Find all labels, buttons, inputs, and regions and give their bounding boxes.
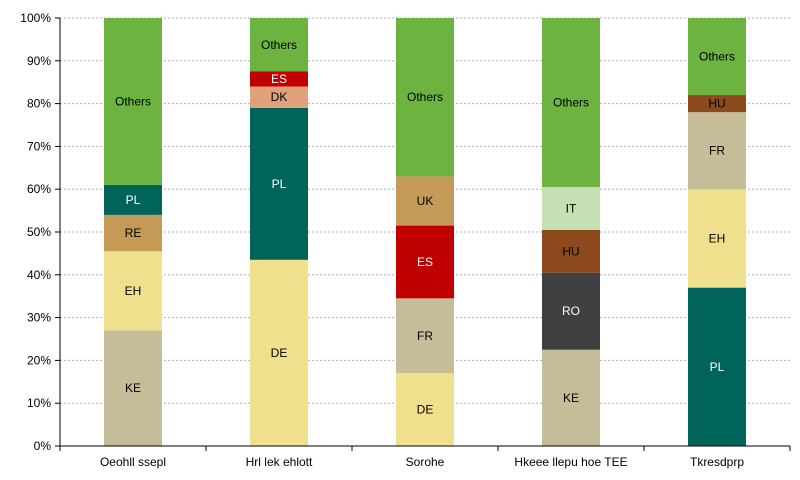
segment-label: Others — [261, 38, 297, 52]
y-tick-label: 50% — [27, 225, 51, 239]
segment-label: Others — [699, 50, 735, 64]
segment-label: PL — [126, 193, 141, 207]
segment-label: Others — [407, 90, 443, 104]
segment-label: RO — [562, 304, 580, 318]
x-category-label: Hkeee llepu hoe TEE — [514, 455, 627, 469]
segment-label: ES — [271, 72, 287, 86]
bar-segment — [104, 184, 162, 215]
bar-segment — [396, 298, 454, 374]
bar-segment — [250, 71, 308, 87]
bar-stack: KE RO HU IT Others — [542, 18, 600, 446]
x-category-label: Oeohll ssepl — [100, 455, 166, 469]
y-axis: 0% 10% 20% 30% 40% 50% 60% 70% 80% 90% 100% — [20, 11, 61, 453]
y-tick-label: 40% — [27, 268, 51, 282]
segment-label: DE — [271, 346, 288, 360]
x-category-label: Hrl lek ehlott — [246, 455, 313, 469]
bar-stack: PL EH FR HU Others — [688, 18, 746, 446]
bar-segment — [688, 189, 746, 288]
y-tick-label: 20% — [27, 353, 51, 367]
bar-segment — [396, 225, 454, 299]
segment-label: DE — [417, 403, 434, 417]
x-category-label: Sorohe — [406, 455, 445, 469]
y-tick-label: 0% — [34, 439, 52, 453]
segment-label: EH — [125, 284, 142, 298]
segment-label: DK — [271, 90, 288, 104]
bars: KE EH RE PL Others DE PL DK ES Others DE FR ES UK Othe… — [104, 18, 746, 446]
y-tick-label: 70% — [27, 139, 51, 153]
bar-segment — [104, 214, 162, 252]
y-tick-label: 30% — [27, 311, 51, 325]
segment-label: ES — [417, 255, 433, 269]
segment-label: HU — [708, 97, 725, 111]
y-tick-label: 100% — [20, 11, 51, 25]
segment-label: KE — [125, 381, 141, 395]
bar-segment — [250, 107, 308, 260]
segment-label: PL — [710, 360, 725, 374]
x-category-label: Tkresdprp — [690, 455, 744, 469]
bar-segment — [542, 272, 600, 350]
bar-segment — [104, 251, 162, 331]
y-tick-label: 90% — [27, 54, 51, 68]
bar-segment — [250, 259, 308, 446]
x-axis: Oeohll ssepl Hrl lek ehlott Sorohe Hkeee ll… — [59, 445, 791, 469]
segment-label: FR — [417, 329, 433, 343]
bar-segment — [250, 86, 308, 108]
y-tick-label: 60% — [27, 182, 51, 196]
bar-segment — [688, 18, 746, 96]
bar-stack: KE EH RE PL Others — [104, 18, 162, 446]
bar-segment — [396, 176, 454, 226]
y-tick-label: 80% — [27, 97, 51, 111]
segment-label: PL — [272, 177, 287, 191]
y-tick-label: 10% — [27, 396, 51, 410]
segment-label: IT — [566, 201, 577, 215]
bar-segment — [250, 18, 308, 72]
bar-segment — [396, 18, 454, 177]
segment-label: RE — [125, 226, 142, 240]
bar-segment — [688, 112, 746, 190]
bar-segment — [104, 330, 162, 446]
segment-label: EH — [709, 231, 726, 245]
bar-segment — [688, 95, 746, 113]
segment-label: FR — [709, 144, 725, 158]
bar-stack: DE FR ES UK Others — [396, 18, 454, 446]
segment-label: Others — [115, 94, 151, 108]
segment-label: HU — [562, 244, 579, 258]
bar-segment — [396, 373, 454, 446]
segment-label: Others — [553, 96, 589, 110]
bar-segment — [688, 287, 746, 446]
bar-segment — [542, 187, 600, 230]
segment-label: UK — [417, 194, 434, 208]
segment-label: KE — [563, 391, 579, 405]
bar-stack: DE PL DK ES Others — [250, 18, 308, 446]
bar-segment — [542, 18, 600, 188]
bar-segment — [542, 229, 600, 273]
bar-segment — [542, 349, 600, 446]
bar-segment — [104, 18, 162, 185]
